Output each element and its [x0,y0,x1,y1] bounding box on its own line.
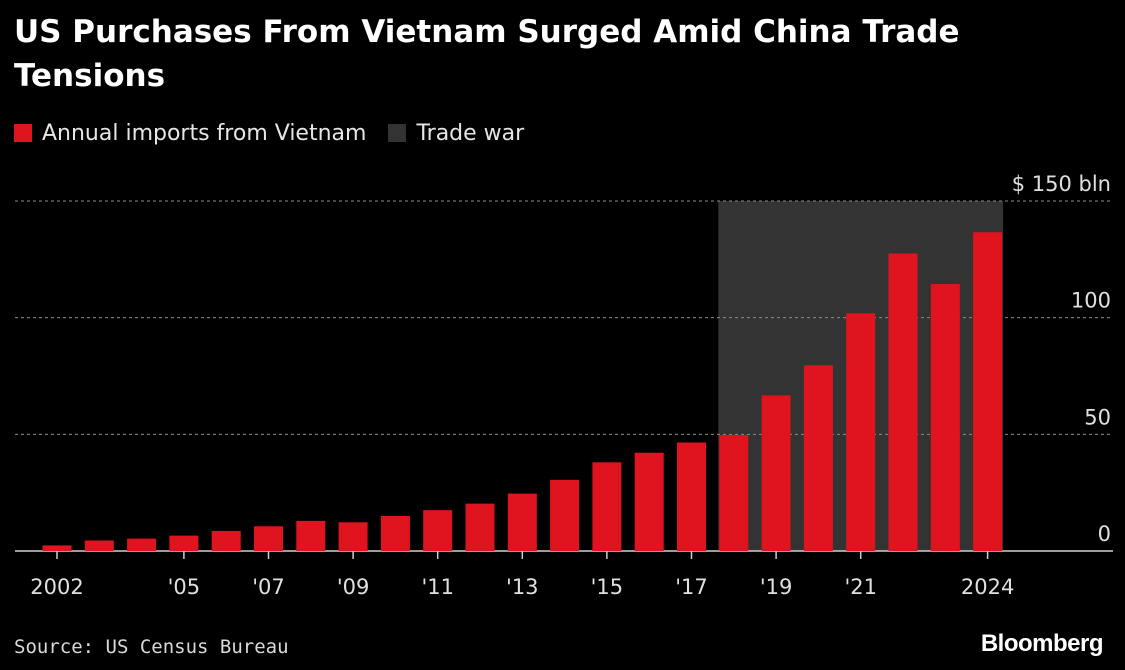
x-tick-label-2013: '13 [506,575,539,599]
bar-2016 [634,452,664,551]
x-tick-label-2017: '17 [675,575,708,599]
bar-2007 [254,526,283,551]
bar-2012 [465,503,495,551]
legend-item-trade-war: Trade war [388,121,524,146]
x-tick-label-2021: '21 [844,575,877,599]
bar-2024 [973,232,1003,551]
bar-2017 [677,442,706,551]
source-note: Source: US Census Bureau [14,636,289,658]
bar-2018 [719,435,749,551]
bar-chart: $ 150 bln 100 50 0 2002 '05 '07 '09 '11 '13 '15 '17… [15,172,1113,599]
bar-2019 [761,395,791,551]
bar-2021 [846,313,876,551]
x-tick-label-2011: '11 [421,575,454,599]
y-tick-label-0: 0 [1098,522,1111,546]
bar-2006 [211,530,241,551]
bar-2022 [888,253,918,551]
bar-2005 [169,535,199,551]
bar-2023 [930,284,960,551]
chart-title: US Purchases From Vietnam Surged Amid Ch… [14,14,960,94]
legend-swatch-trade-war [388,124,407,142]
bloomberg-logo: Bloomberg [980,630,1104,657]
bar-2002 [42,545,72,551]
x-tick-label-2007: '07 [252,575,285,599]
x-tick-label-2019: '19 [760,575,793,599]
bar-2010 [380,516,410,551]
bar-2003 [84,540,114,551]
legend-label-trade-war: Trade war [416,120,525,146]
bar-2015 [592,462,622,551]
bar-2004 [127,538,157,551]
bar-2014 [550,479,580,551]
x-tick-label-2024: 2024 [961,575,1014,599]
x-tick-label-2009: '09 [337,575,370,599]
bar-2008 [296,520,326,551]
bar-2020 [803,365,833,551]
legend: Annual imports from Vietnam Trade war [14,116,546,150]
legend-label-imports: Annual imports from Vietnam [42,120,367,146]
y-tick-label-50: 50 [1084,405,1111,429]
legend-item-imports: Annual imports from Vietnam [14,121,366,146]
bar-2009 [338,522,368,551]
x-tick-label-2015: '15 [591,575,624,599]
bar-2011 [423,510,453,551]
y-tick-label-150: $ 150 bln [1012,172,1111,196]
y-tick-label-100: 100 [1071,289,1111,313]
bar-2013 [507,493,537,551]
x-tick-label-2005: '05 [168,575,201,599]
legend-swatch-imports [14,124,32,142]
x-tick-label-2002: 2002 [30,575,83,599]
